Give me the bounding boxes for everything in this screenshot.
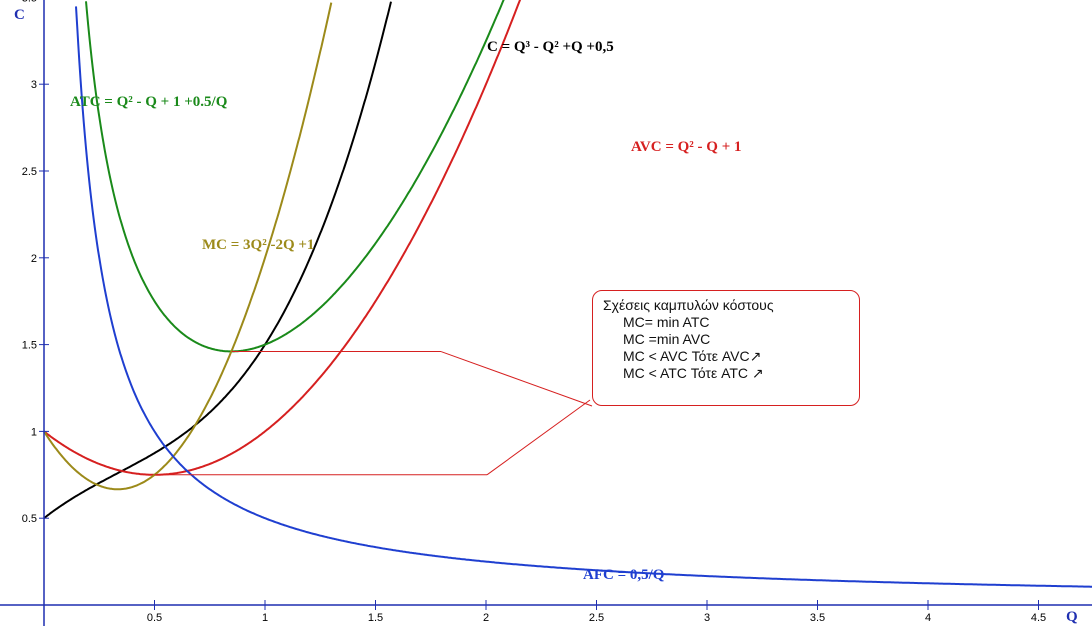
x-ticks: 0.5 1 1.5 2 2.5 3 3.5 4 4.5 [147, 600, 1046, 624]
atc-curve-label: ATC = Q² - Q + 1 +0.5/Q [70, 94, 228, 110]
afc-curve-label: AFC = 0,5/Q [583, 567, 665, 583]
y-tick-label: 2.5 [22, 166, 37, 178]
x-tick-label: 1.5 [368, 612, 383, 624]
note-title: Σχέσεις καμπυλών κόστους [603, 297, 774, 313]
note-line-3: MC < AVC Τότε AVC↗ [623, 348, 762, 364]
y-tick-label: 1.5 [22, 340, 37, 352]
y-ticks: 0.511.522.533.544.555.566.5 [22, 0, 49, 525]
y-tick-label: 3 [31, 79, 37, 91]
leader-line [440, 351, 593, 407]
c-curve [43, 1, 392, 519]
y-tick-label: 1 [31, 426, 37, 438]
curve-labels: C = Q³ - Q² +Q +0,5 ATC = Q² - Q + 1 +0.… [70, 39, 742, 583]
mc-curve-label: MC = 3Q² -2Q +1 [202, 237, 314, 253]
cost-relations-note: Σχέσεις καμπυλών κόστους MC= min ATC MC … [592, 290, 860, 406]
x-tick-label: 2 [483, 612, 489, 624]
x-tick-label: 4 [925, 612, 931, 624]
x-tick-label: 4.5 [1031, 612, 1046, 624]
x-tick-label: 0.5 [147, 612, 162, 624]
leader-line [486, 399, 591, 476]
afc-curve [75, 6, 1092, 588]
avc-curve-label: AVC = Q² - Q + 1 [631, 139, 742, 155]
x-axis-label: Q [1066, 609, 1078, 625]
y-tick-label: 3.5 [22, 0, 37, 4]
y-tick-label: 0.5 [22, 513, 37, 525]
x-tick-label: 2.5 [589, 612, 604, 624]
y-tick-label: 2 [31, 253, 37, 265]
annotation-leaders [154, 351, 593, 476]
x-tick-label: 1 [262, 612, 268, 624]
y-axis-label: C [14, 7, 25, 23]
atc-curve [85, 0, 505, 353]
x-tick-label: 3 [704, 612, 710, 624]
curves-layer [43, 0, 1092, 588]
note-line-1: MC= min ATC [623, 314, 710, 330]
c-curve-label: C = Q³ - Q² +Q +0,5 [487, 39, 614, 55]
note-line-2: MC =min AVC [623, 331, 711, 347]
mc-curve [43, 2, 333, 491]
avc-curve [43, 0, 522, 476]
note-line-4: MC < ATC Τότε ATC ↗ [623, 365, 764, 381]
x-tick-label: 3.5 [810, 612, 825, 624]
